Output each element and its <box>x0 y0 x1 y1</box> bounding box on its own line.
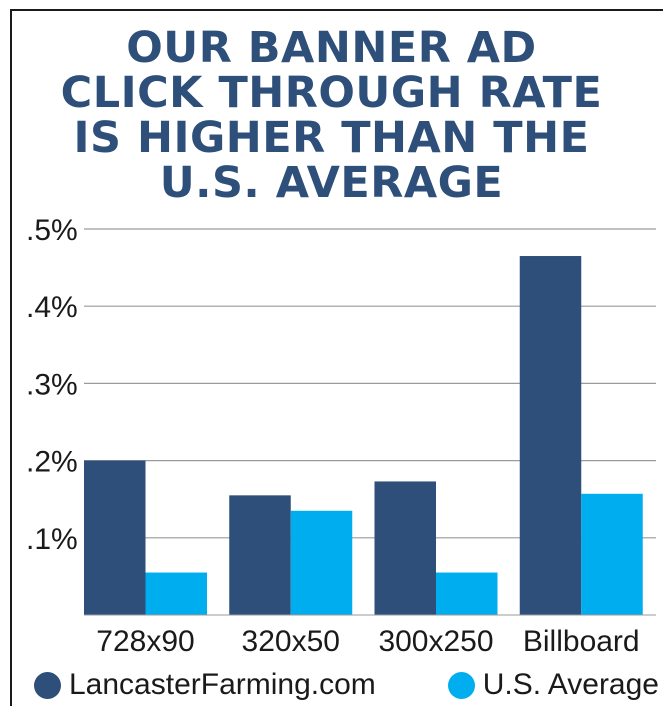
bar-us-average-0 <box>145 572 207 615</box>
legend-label-lancasterfarming: LancasterFarming.com <box>69 668 376 701</box>
legend-swatch-lancasterfarming <box>34 671 61 699</box>
title-line-1: OUR BANNER AD <box>126 23 537 73</box>
bar-lancasterfarming-1 <box>229 495 291 615</box>
chart-title: OUR BANNER AD CLICK THROUGH RATE IS HIGH… <box>0 26 663 206</box>
x-tick-label: Billboard <box>523 625 640 658</box>
x-tick-label: 300x250 <box>378 625 493 658</box>
chart-legend: LancasterFarming.com U.S. Average <box>34 665 659 705</box>
bar-lancasterfarming-0 <box>84 460 146 615</box>
y-tick-label: .2% <box>26 446 78 479</box>
x-tick-label: 728x90 <box>96 625 194 658</box>
y-tick-label: .1% <box>26 523 78 556</box>
bar-lancasterfarming-2 <box>374 481 436 615</box>
bar-us-average-3 <box>581 493 643 615</box>
bar-lancasterfarming-3 <box>519 256 582 615</box>
y-tick-label: .3% <box>26 368 78 401</box>
y-tick-label: .4% <box>26 291 78 324</box>
legend-item-lancasterfarming: LancasterFarming.com <box>34 668 376 702</box>
title-line-3: IS HIGHER THAN THE <box>73 113 590 163</box>
bar-us-average-1 <box>290 510 353 615</box>
bar-us-average-2 <box>436 572 498 615</box>
y-tick-label: .5% <box>26 214 78 247</box>
chart-frame <box>10 9 663 706</box>
title-line-2: CLICK THROUGH RATE <box>60 68 603 118</box>
x-tick-label: 320x50 <box>242 625 340 658</box>
legend-label-us-average: U.S. Average <box>482 668 659 701</box>
title-line-4: U.S. AVERAGE <box>159 158 504 208</box>
legend-swatch-us-average <box>447 671 475 699</box>
legend-item-us-average: U.S. Average <box>447 668 659 702</box>
